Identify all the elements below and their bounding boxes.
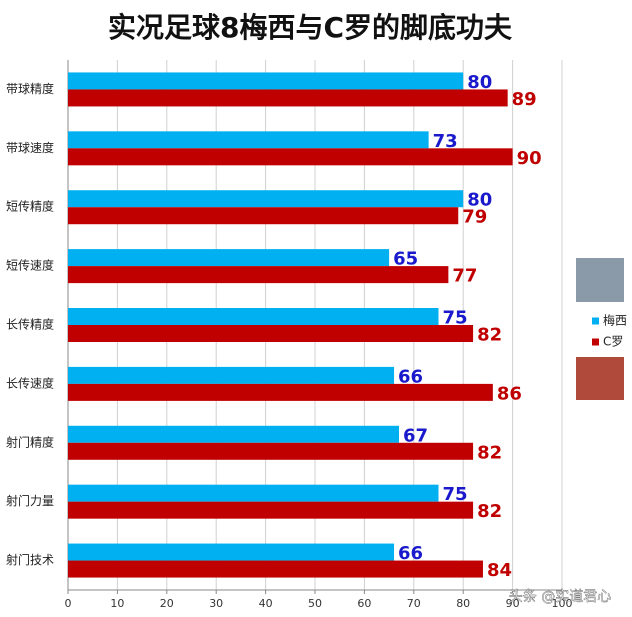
value-label: 75 [443,308,468,329]
bar [68,543,395,561]
bar [68,207,459,225]
x-tick-label: 90 [506,597,520,610]
value-label: 86 [497,383,522,404]
legend-label: 梅西 [603,313,627,328]
y-tick-label: 带球速度 [6,140,54,155]
bar [68,383,493,401]
bar [68,425,399,443]
value-label: 66 [398,366,423,387]
player-photo [576,357,624,400]
bar [68,266,449,284]
y-tick-label: 射门技术 [6,552,54,567]
x-tick-label: 20 [160,597,174,610]
y-tick-label: 射门力量 [6,493,54,508]
legend-swatch [592,317,599,325]
y-tick-label: 带球精度 [6,81,54,96]
y-tick-label: 长传速度 [6,375,54,390]
bar [68,308,439,325]
x-tick-label: 80 [456,597,470,610]
x-tick-label: 100 [552,597,573,610]
x-tick-label: 70 [407,597,421,610]
value-label: 65 [393,249,418,270]
legend-swatch [592,338,599,346]
value-label: 66 [398,543,423,564]
value-label: 77 [452,266,477,287]
player-photo [576,258,624,302]
x-tick-label: 30 [209,597,223,610]
bar [68,501,474,519]
value-label: 75 [443,484,468,505]
bar [68,325,474,342]
value-label: 82 [477,325,502,346]
chart-title: 实况足球8梅西与C罗的脚底功夫 [108,11,513,44]
bar [68,72,464,90]
value-label: 82 [477,442,502,463]
value-label: 89 [512,89,537,110]
watermark: 头条 @实道君心 [509,588,611,605]
bar [68,560,483,578]
value-label: 67 [403,425,428,446]
value-label: 90 [517,148,542,169]
bar [68,148,513,166]
value-label: 79 [462,207,487,228]
y-tick-label: 短传速度 [6,258,54,273]
y-tick-label: 短传精度 [6,199,54,214]
value-label: 84 [487,560,512,581]
y-tick-label: 长传精度 [6,317,54,332]
bar [68,484,439,502]
value-label: 80 [467,190,492,211]
legend-label: C罗 [603,335,623,349]
bar [68,190,464,208]
bar [68,442,474,460]
value-label: 80 [467,72,492,93]
y-tick-label: 射门精度 [6,434,54,449]
x-tick-label: 60 [357,597,371,610]
x-tick-label: 40 [259,597,273,610]
value-label: 82 [477,501,502,522]
bar [68,249,390,267]
x-tick-label: 0 [65,597,72,610]
value-label: 73 [433,131,458,152]
x-tick-label: 10 [110,597,124,610]
bar [68,131,429,149]
bar [68,366,395,384]
bar [68,89,508,107]
x-tick-label: 50 [308,597,322,610]
